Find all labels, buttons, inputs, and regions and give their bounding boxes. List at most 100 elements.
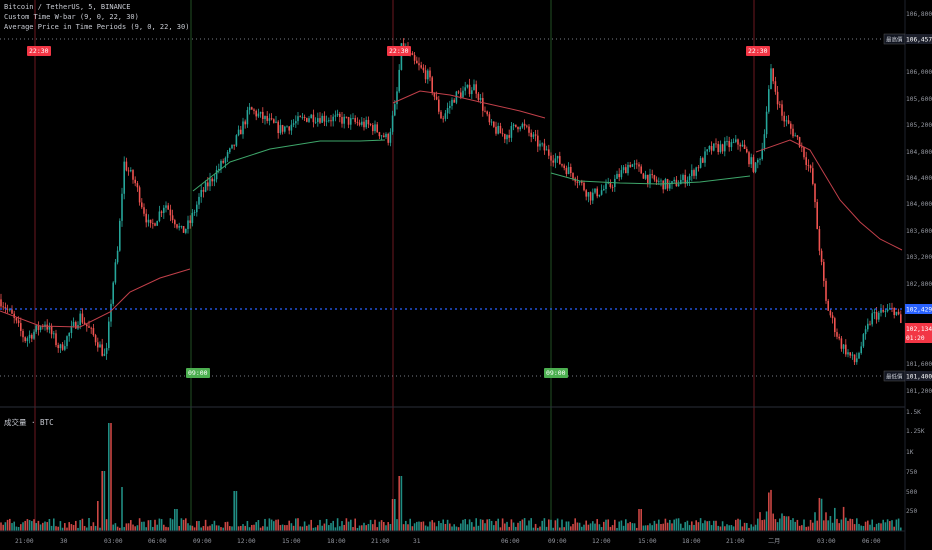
low-tag-text: 最低價 (886, 373, 903, 381)
period-end-marker[interactable]: 09:00 (544, 368, 568, 378)
period-start-marker[interactable]: 22:30 (387, 46, 411, 56)
volume-bar (389, 524, 392, 531)
volume-bar (882, 519, 884, 531)
volume-bar (334, 527, 337, 531)
volume-bar (858, 523, 860, 531)
candle-body (633, 163, 636, 165)
volume-bar (468, 519, 471, 531)
volume-bar (0, 522, 2, 531)
volume-bar (240, 525, 242, 531)
symbol-title[interactable]: Bitcoin / TetherUS, 5, BINANCE (4, 3, 131, 11)
candle-body (325, 120, 328, 122)
candle-body (893, 307, 895, 316)
candle-body (0, 299, 2, 307)
volume-bar (141, 521, 143, 531)
candle-body (682, 174, 684, 180)
volume-bar (44, 521, 46, 531)
candle-body (435, 96, 438, 100)
axes: 106,800.00 106,000.00 105,600.00 105,200.00… (15, 11, 932, 545)
period-start-marker[interactable]: 22:30 (746, 46, 770, 56)
volume-bar (405, 520, 407, 531)
candle-body (473, 84, 475, 91)
candle-body (396, 91, 398, 105)
volume-bar (814, 512, 816, 531)
volume-bar (22, 522, 24, 531)
volume-bar (651, 525, 653, 531)
volume-bar (510, 519, 513, 531)
volume-legend[interactable]: 成交量 · BTC (4, 418, 54, 427)
volume-bar (532, 527, 535, 531)
candle-body (900, 314, 902, 323)
candle-body (321, 115, 323, 123)
candle-body (334, 115, 337, 117)
volume-bar (398, 476, 400, 531)
candle-body (798, 137, 801, 147)
price-axis-tick: 103,600.00 (906, 228, 932, 235)
time-axis-tick: 15:00 (638, 538, 657, 545)
candle-body (176, 224, 178, 228)
candle-body (264, 116, 266, 120)
volume-bar (730, 525, 733, 531)
volume-bar (504, 523, 506, 531)
candle-body (358, 122, 361, 125)
volume-bar (376, 527, 378, 531)
candle-body (266, 116, 268, 121)
volume-bar (477, 525, 480, 531)
volume-bar (534, 523, 537, 531)
candle-body (156, 221, 158, 226)
indicator-legend-2[interactable]: Average Price in Time Periods (9, 0, 22,… (4, 23, 190, 31)
volume-bar (253, 524, 255, 531)
candle-body (288, 126, 290, 131)
volume-bar (598, 524, 601, 531)
candle-body (754, 162, 757, 172)
volume-bar (462, 519, 464, 531)
candle-body (290, 124, 293, 131)
candle-body (369, 124, 372, 126)
candle-body (482, 98, 484, 111)
volume-bar (816, 520, 818, 531)
indicator-legend-1[interactable]: Custom Time W-bar (9, 0, 22, 30) (4, 13, 139, 21)
time-axis-tick: 21:00 (15, 538, 34, 545)
candle-body (581, 181, 583, 183)
volume-bar (328, 525, 330, 531)
volume-bar (336, 518, 339, 531)
candle-body (488, 114, 491, 123)
candle-body (620, 170, 623, 178)
volume-bar (845, 517, 847, 531)
volume-bar (565, 521, 568, 531)
candle-body (508, 135, 510, 138)
volume-bar (429, 521, 431, 531)
candle-body (477, 93, 480, 100)
average-line-red (755, 139, 903, 251)
volume-bar (737, 518, 739, 531)
volume-bar (713, 520, 715, 531)
volume-bar (187, 523, 189, 531)
volume-bar (233, 491, 235, 531)
candle-body (510, 126, 513, 138)
candle-body (286, 126, 288, 128)
time-axis-tick: 06:00 (148, 538, 167, 545)
candle-body (869, 323, 871, 325)
candle-body (367, 119, 370, 125)
candle-body (677, 184, 680, 187)
candle-body (640, 166, 642, 174)
candle-body (180, 226, 183, 227)
candle-body (42, 326, 44, 327)
candle-body (61, 344, 64, 350)
volume-bar (717, 525, 719, 531)
volume-bar (264, 518, 266, 531)
candle-body (81, 313, 84, 323)
volume-bar (625, 519, 627, 531)
candle-body (248, 107, 251, 111)
volume-bar (350, 519, 352, 531)
volume-bar (640, 509, 642, 531)
period-end-marker[interactable]: 09:00 (186, 368, 210, 378)
volume-bar (460, 523, 462, 531)
candle-body (457, 91, 460, 93)
price-axis-tick: 102,800.00 (906, 281, 932, 288)
candle-body (444, 113, 447, 119)
period-start-marker[interactable]: 22:30 (27, 46, 51, 56)
candle-body (849, 352, 851, 356)
candle-body (567, 166, 570, 174)
